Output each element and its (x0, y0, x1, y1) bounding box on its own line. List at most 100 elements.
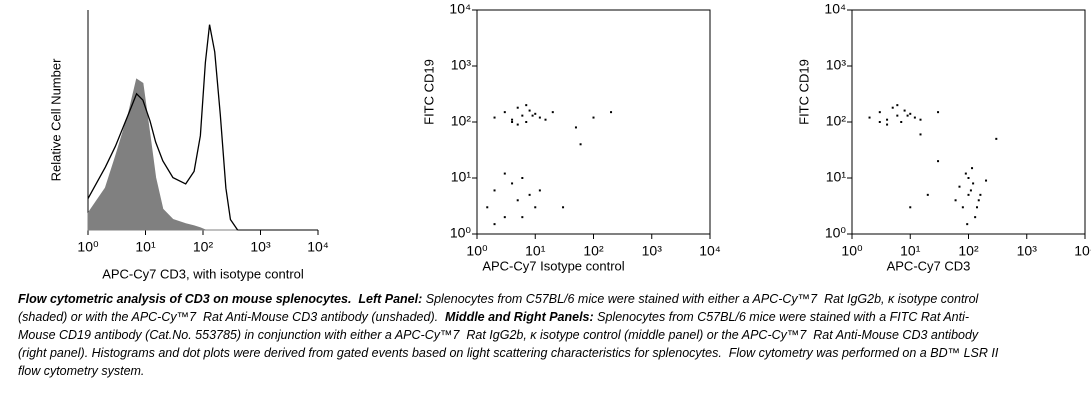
dot (531, 114, 534, 117)
y-tick-label: 10⁴ (824, 1, 846, 17)
dot (976, 206, 979, 209)
dot (562, 206, 565, 209)
x-tick-label: 10¹ (900, 243, 921, 259)
x-tick-label: 10³ (250, 239, 271, 255)
y-axis-label: FITC CD19 (421, 59, 436, 125)
dot (521, 177, 524, 179)
dot (896, 114, 899, 117)
dot (985, 179, 988, 182)
x-tick-label: 10² (583, 243, 604, 259)
y-tick-label: 10⁴ (449, 1, 471, 17)
dot (610, 111, 613, 114)
dot (528, 193, 531, 196)
dot (878, 111, 881, 114)
x-tick-label: 10² (958, 243, 979, 259)
x-tick-label: 10⁰ (466, 243, 488, 259)
dot (503, 172, 506, 175)
caption: Flow cytometric analysis of CD3 on mouse… (18, 290, 1003, 380)
y-tick-label: 10⁰ (450, 225, 472, 241)
dot (937, 111, 940, 114)
dot (544, 118, 547, 121)
dot (937, 160, 940, 163)
dot (903, 109, 906, 112)
dot (979, 193, 982, 196)
dot (995, 137, 998, 140)
x-tick-label: 10³ (1017, 243, 1038, 259)
dot (906, 114, 909, 117)
dot (534, 112, 537, 115)
dot (969, 189, 972, 192)
x-tick-label: 10⁰ (841, 243, 863, 259)
dot (967, 177, 970, 179)
dot (521, 216, 524, 219)
dot (886, 123, 889, 126)
dot (503, 111, 506, 114)
dot (964, 172, 967, 175)
y-tick-label: 10² (451, 113, 472, 129)
x-tick-label: 10⁰ (77, 239, 99, 255)
dot (525, 121, 528, 123)
dot (966, 223, 969, 226)
x-tick-label: 10⁴ (307, 239, 329, 255)
dot (538, 116, 541, 119)
dot (972, 182, 975, 185)
dot (909, 206, 912, 209)
dot (878, 121, 881, 123)
dot (516, 123, 519, 126)
dot (516, 106, 519, 109)
dot (551, 111, 554, 114)
dot (900, 121, 903, 123)
dot (579, 143, 582, 146)
y-axis-label: FITC CD19 (796, 59, 811, 125)
y-tick-label: 10³ (826, 57, 847, 73)
dot (868, 116, 871, 119)
x-tick-label: 10² (193, 239, 214, 255)
x-axis-label: APC-Cy7 CD3 (887, 258, 971, 273)
dot (909, 112, 912, 115)
dot (486, 206, 489, 209)
dot (926, 193, 929, 196)
dot (977, 199, 980, 202)
dot (954, 199, 957, 202)
dot (961, 206, 964, 209)
dot (896, 104, 899, 107)
dot (528, 109, 531, 112)
dot (971, 167, 974, 170)
dot (503, 216, 506, 219)
dot (516, 199, 519, 202)
dot (538, 189, 541, 192)
histogram-area (87, 78, 238, 231)
plot-frame (851, 9, 1086, 235)
dot (525, 104, 528, 107)
dot (913, 116, 916, 119)
x-tick-label: 10¹ (525, 243, 546, 259)
dot (592, 116, 595, 119)
caption-text: Splenocytes from C57BL/6 mice were stain… (18, 292, 982, 324)
dot (967, 193, 970, 196)
x-tick-label: 10⁴ (699, 243, 721, 259)
dot (919, 133, 922, 136)
dot (974, 216, 977, 219)
dot (511, 182, 514, 185)
dot (891, 106, 894, 109)
caption-text: Splenocytes from C57BL/6 mice were stain… (18, 310, 1002, 378)
caption-bold: Flow cytometric analysis of CD3 on mouse… (18, 292, 423, 306)
dot (919, 118, 922, 121)
histogram-line (87, 24, 239, 231)
y-tick-label: 10¹ (826, 169, 847, 185)
y-tick-label: 10² (826, 113, 847, 129)
y-tick-label: 10³ (451, 57, 472, 73)
dot (493, 223, 496, 226)
dot (521, 114, 524, 117)
x-tick-label: 10¹ (135, 239, 156, 255)
dot (958, 185, 961, 188)
y-axis-label: Relative Cell Number (48, 58, 63, 181)
caption-bold: Middle and Right Panels: (445, 310, 594, 324)
dot (574, 126, 577, 129)
dot (493, 189, 496, 192)
y-tick-label: 10¹ (451, 169, 472, 185)
dot (493, 116, 496, 119)
x-axis-label: APC-Cy7 Isotype control (482, 258, 624, 273)
